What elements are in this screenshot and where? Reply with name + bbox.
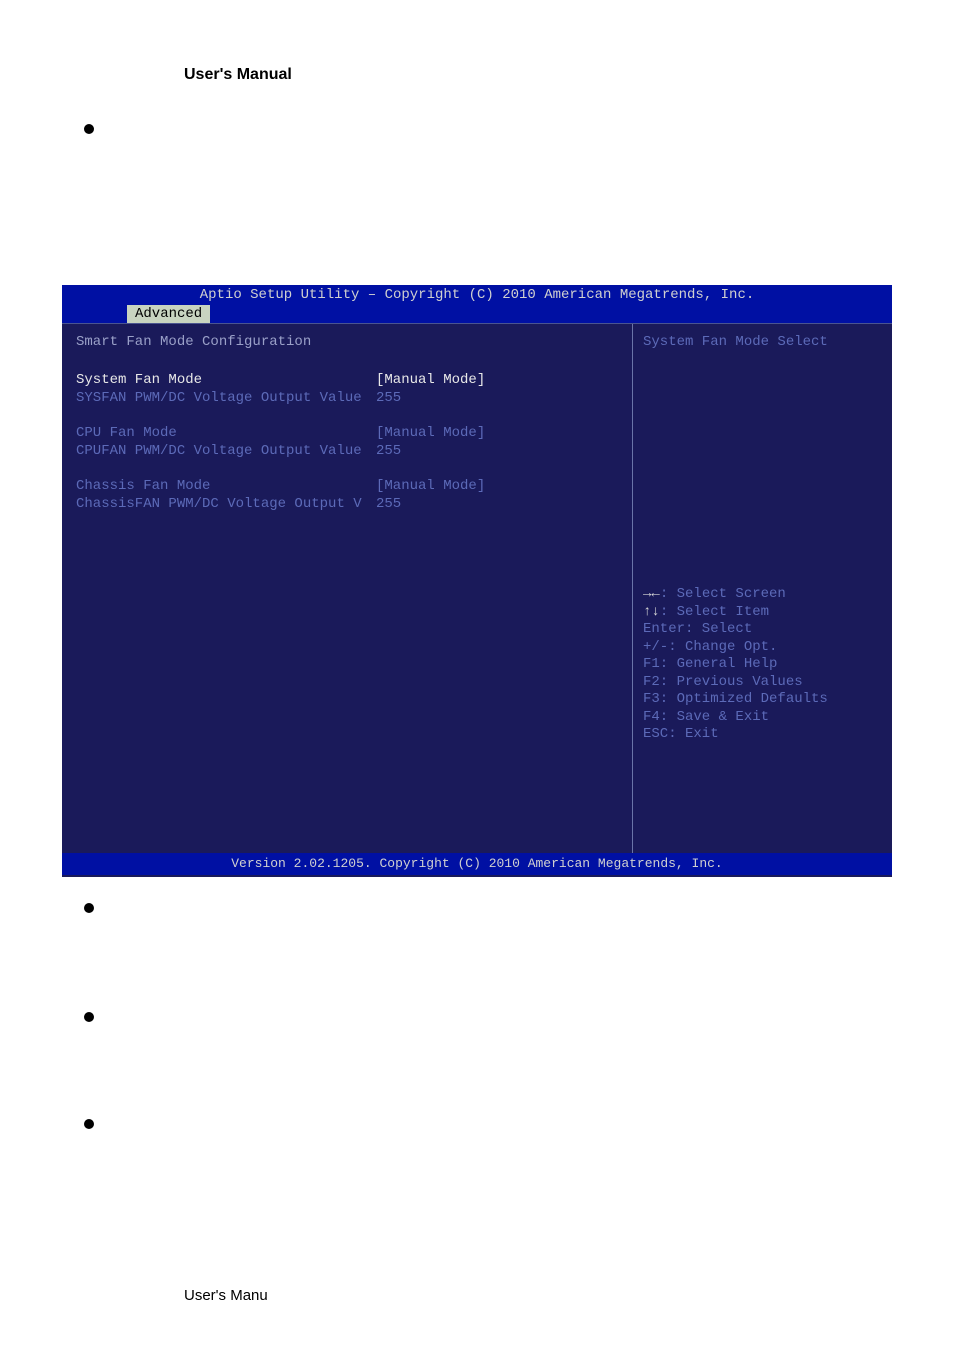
help-line: F3: Optimized Defaults [643,691,828,709]
setting-label: ChassisFAN PWM/DC Voltage Output V [76,496,376,512]
help-line: F1: General Help [643,656,828,674]
setting-value[interactable]: [Manual Mode] [376,425,485,441]
help-line: ESC: Exit [643,726,828,744]
bios-footer: Version 2.02.1205. Copyright (C) 2010 Am… [62,853,892,875]
bullet-icon [84,124,94,134]
tab-advanced[interactable]: Advanced [127,305,210,323]
bullet-icon [84,1119,94,1129]
page-footer: User's Manu [184,1287,268,1304]
help-key-list: →←: Select Screen↑↓: Select ItemEnter: S… [643,586,828,744]
help-line: →←: Select Screen [643,586,828,604]
setting-label: CPUFAN PWM/DC Voltage Output Value [76,443,376,459]
setting-row[interactable]: System Fan Mode[Manual Mode] [76,372,618,388]
help-title: System Fan Mode Select [643,334,882,350]
setting-label: SYSFAN PWM/DC Voltage Output Value [76,390,376,406]
setting-row[interactable]: CPUFAN PWM/DC Voltage Output Value255 [76,443,618,459]
help-line: F2: Previous Values [643,674,828,692]
setting-label: CPU Fan Mode [76,425,376,441]
setting-row[interactable]: Chassis Fan Mode[Manual Mode] [76,478,618,494]
setting-group: System Fan Mode[Manual Mode]SYSFAN PWM/D… [76,372,618,406]
bios-titlebar: Aptio Setup Utility – Copyright (C) 2010… [62,285,892,323]
help-line: ↑↓: Select Item [643,604,828,622]
help-line: F4: Save & Exit [643,709,828,727]
setting-value[interactable]: 255 [376,496,401,512]
setting-value[interactable]: [Manual Mode] [376,478,485,494]
bios-body: Smart Fan Mode Configuration System Fan … [62,323,892,853]
bios-left-pane: Smart Fan Mode Configuration System Fan … [62,324,632,853]
help-line: +/-: Change Opt. [643,639,828,657]
page-header: User's Manual [184,66,292,84]
section-title: Smart Fan Mode Configuration [76,334,618,350]
bios-window: Aptio Setup Utility – Copyright (C) 2010… [62,285,892,877]
setting-row[interactable]: CPU Fan Mode[Manual Mode] [76,425,618,441]
setting-row[interactable]: ChassisFAN PWM/DC Voltage Output V255 [76,496,618,512]
setting-value[interactable]: [Manual Mode] [376,372,485,388]
setting-value[interactable]: 255 [376,443,401,459]
setting-group: CPU Fan Mode[Manual Mode]CPUFAN PWM/DC V… [76,425,618,459]
help-line: Enter: Select [643,621,828,639]
bios-title: Aptio Setup Utility – Copyright (C) 2010… [62,287,892,303]
setting-row[interactable]: SYSFAN PWM/DC Voltage Output Value255 [76,390,618,406]
setting-value[interactable]: 255 [376,390,401,406]
bios-help-pane: System Fan Mode Select →←: Select Screen… [632,324,892,853]
bullet-icon [84,1012,94,1022]
bullet-icon [84,903,94,913]
setting-label: System Fan Mode [76,372,376,388]
setting-label: Chassis Fan Mode [76,478,376,494]
setting-group: Chassis Fan Mode[Manual Mode]ChassisFAN … [76,478,618,512]
